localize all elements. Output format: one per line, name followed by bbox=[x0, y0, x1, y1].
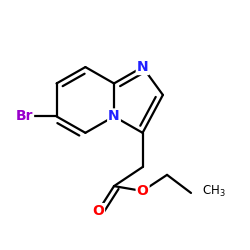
Text: O: O bbox=[92, 204, 104, 218]
Text: CH$_3$: CH$_3$ bbox=[202, 184, 226, 199]
Text: N: N bbox=[137, 60, 148, 74]
Text: O: O bbox=[137, 184, 148, 198]
Text: Br: Br bbox=[16, 110, 33, 124]
Text: N: N bbox=[108, 110, 120, 124]
